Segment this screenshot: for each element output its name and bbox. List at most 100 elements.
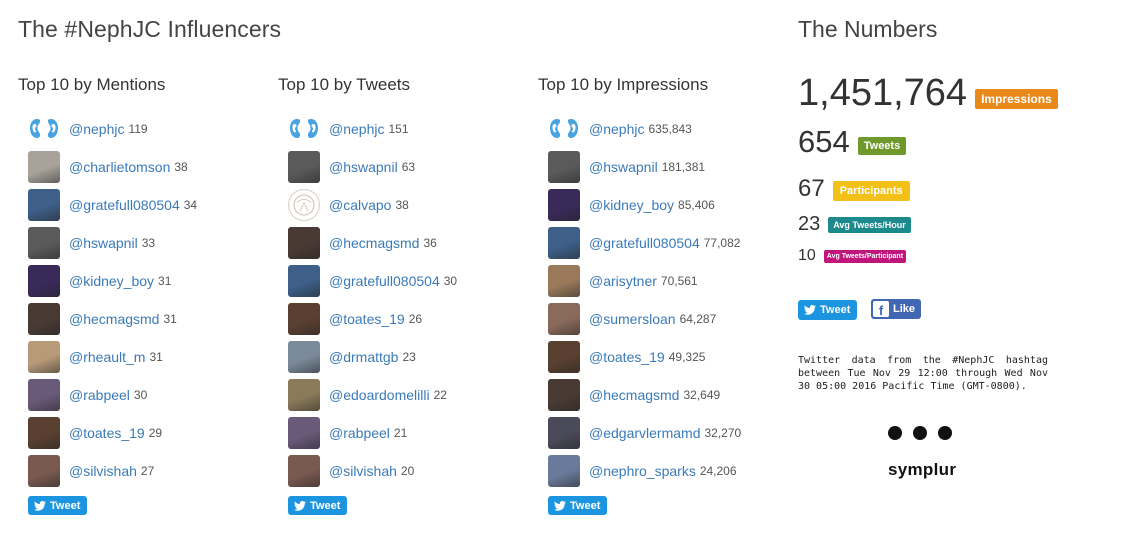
avatar[interactable] [28,455,60,487]
list-item: @nephro_sparks 24,206 [548,452,788,490]
column-title: Top 10 by Impressions [538,75,709,94]
user-count: 38 [174,160,188,174]
avatar[interactable] [28,417,60,449]
avatar[interactable] [288,189,320,221]
avatar[interactable] [548,303,580,335]
avatar[interactable] [548,341,580,373]
avatar[interactable] [28,341,60,373]
avatar[interactable] [548,189,580,221]
user-handle-link[interactable]: @toates_19 [329,311,405,327]
list-item: @hswapnil 63 [288,148,528,186]
list-item: @hecmagsmd 31 [28,300,268,338]
tweets-list: @nephjc 151 @hswapnil 63 @calvapo 38 @hecmagsm… [288,110,528,490]
user-handle-link[interactable]: @silvishah [329,463,397,479]
avatar[interactable] [288,379,320,411]
user-handle-link[interactable]: @rabpeel [329,425,390,441]
avatar[interactable] [288,455,320,487]
user-handle-link[interactable]: @gratefull080504 [69,197,180,213]
user-count: 64,287 [679,312,717,326]
avatar[interactable] [548,151,580,183]
numbers-title: The Numbers [798,16,938,42]
user-count: 20 [400,464,415,478]
user-handle-link[interactable]: @hswapnil [329,159,398,175]
list-item: @rheault_m 31 [28,338,268,376]
user-handle-link[interactable]: @hecmagsmd [329,235,420,251]
user-handle-link[interactable]: @hswapnil [589,159,658,175]
list-item: @toates_19 29 [28,414,268,452]
user-handle-link[interactable]: @rabpeel [69,387,130,403]
avatar[interactable] [28,379,60,411]
user-count: 85,406 [678,198,715,212]
avatar[interactable] [288,341,320,373]
user-handle-link[interactable]: @edgarvlermamd [589,425,701,441]
avatar[interactable] [288,151,320,183]
avatar[interactable] [288,417,320,449]
list-item: @edoardomelilli 22 [288,376,528,414]
symplur-dots-icon [888,426,963,440]
user-handle-link[interactable]: @sumersloan [589,311,676,327]
user-handle-link[interactable]: @kidney_boy [589,197,675,213]
avatar[interactable] [288,265,320,297]
user-handle-link[interactable]: @gratefull080504 [329,273,440,289]
user-handle-link[interactable]: @toates_19 [589,349,665,365]
user-count: 31 [149,350,163,364]
user-handle-link[interactable]: @calvapo [329,197,392,213]
user-count: 31 [163,312,177,326]
user-handle-link[interactable]: @edoardomelilli [329,387,430,403]
tweet-button[interactable]: Tweet [288,496,348,515]
nephjc-kidney-logo-icon[interactable] [28,113,60,145]
user-handle-link[interactable]: @nephjc [69,121,125,137]
list-item: @gratefull080504 77,082 [548,224,788,262]
user-handle-link[interactable]: @kidney_boy [69,273,155,289]
column-title: Top 10 by Mentions [18,75,166,94]
stat-avg-tweets-participant: 10 Avg Tweets/Participant [798,248,907,264]
avatar[interactable] [288,227,320,259]
stat-badge: Participants [832,181,910,201]
list-item: @hecmagsmd 36 [288,224,528,262]
avatar[interactable] [28,151,60,183]
user-count: 36 [423,236,437,250]
avatar[interactable] [28,265,60,297]
user-handle-link[interactable]: @rheault_m [69,349,146,365]
user-count: 49,325 [668,350,706,364]
avatar[interactable] [548,455,580,487]
facebook-like-button[interactable]: f Like [871,299,922,319]
avatar[interactable] [28,227,60,259]
user-handle-link[interactable]: @hswapnil [69,235,138,251]
list-item: @silvishah 20 [288,452,528,490]
nephjc-kidney-logo-icon[interactable] [548,113,580,145]
user-handle-link[interactable]: @nephro_sparks [589,463,696,479]
user-count: 119 [128,122,148,136]
user-handle-link[interactable]: @hecmagsmd [69,311,160,327]
avatar[interactable] [28,189,60,221]
avatar[interactable] [548,265,580,297]
user-handle-link[interactable]: @nephjc [329,121,385,137]
user-handle-link[interactable]: @drmattgb [329,349,399,365]
tweet-button[interactable]: Tweet [548,496,608,515]
impressions-list: @nephjc 635,843 @hswapnil 181,381 @kidney_bo… [548,110,788,490]
user-handle-link[interactable]: @gratefull080504 [589,235,700,251]
avatar[interactable] [548,227,580,259]
user-handle-link[interactable]: @charlietomson [69,159,171,175]
tweets-column: Top 10 by Tweets @nephjc 151 @hswapnil 63 @c… [278,74,528,516]
twitter-bird-icon [554,500,566,511]
avatar[interactable] [28,303,60,335]
share-tweet-button[interactable]: Tweet [798,300,858,320]
avatar[interactable] [548,379,580,411]
like-button-label: Like [893,303,916,315]
list-item: @hecmagsmd 32,649 [548,376,788,414]
nephjc-kidney-logo-icon[interactable] [288,113,320,145]
user-handle-link[interactable]: @nephjc [589,121,645,137]
symplur-logo[interactable]: symplur [888,460,957,479]
user-handle-link[interactable]: @silvishah [69,463,137,479]
tweet-button[interactable]: Tweet [28,496,88,515]
list-item: @gratefull080504 30 [288,262,528,300]
avatar[interactable] [548,417,580,449]
user-handle-link[interactable]: @toates_19 [69,425,145,441]
user-handle-link[interactable]: @hecmagsmd [589,387,680,403]
user-handle-link[interactable]: @arisytner [589,273,657,289]
user-count: 151 [388,122,409,136]
user-count: 29 [148,426,163,440]
user-count: 77,082 [703,236,741,250]
avatar[interactable] [288,303,320,335]
